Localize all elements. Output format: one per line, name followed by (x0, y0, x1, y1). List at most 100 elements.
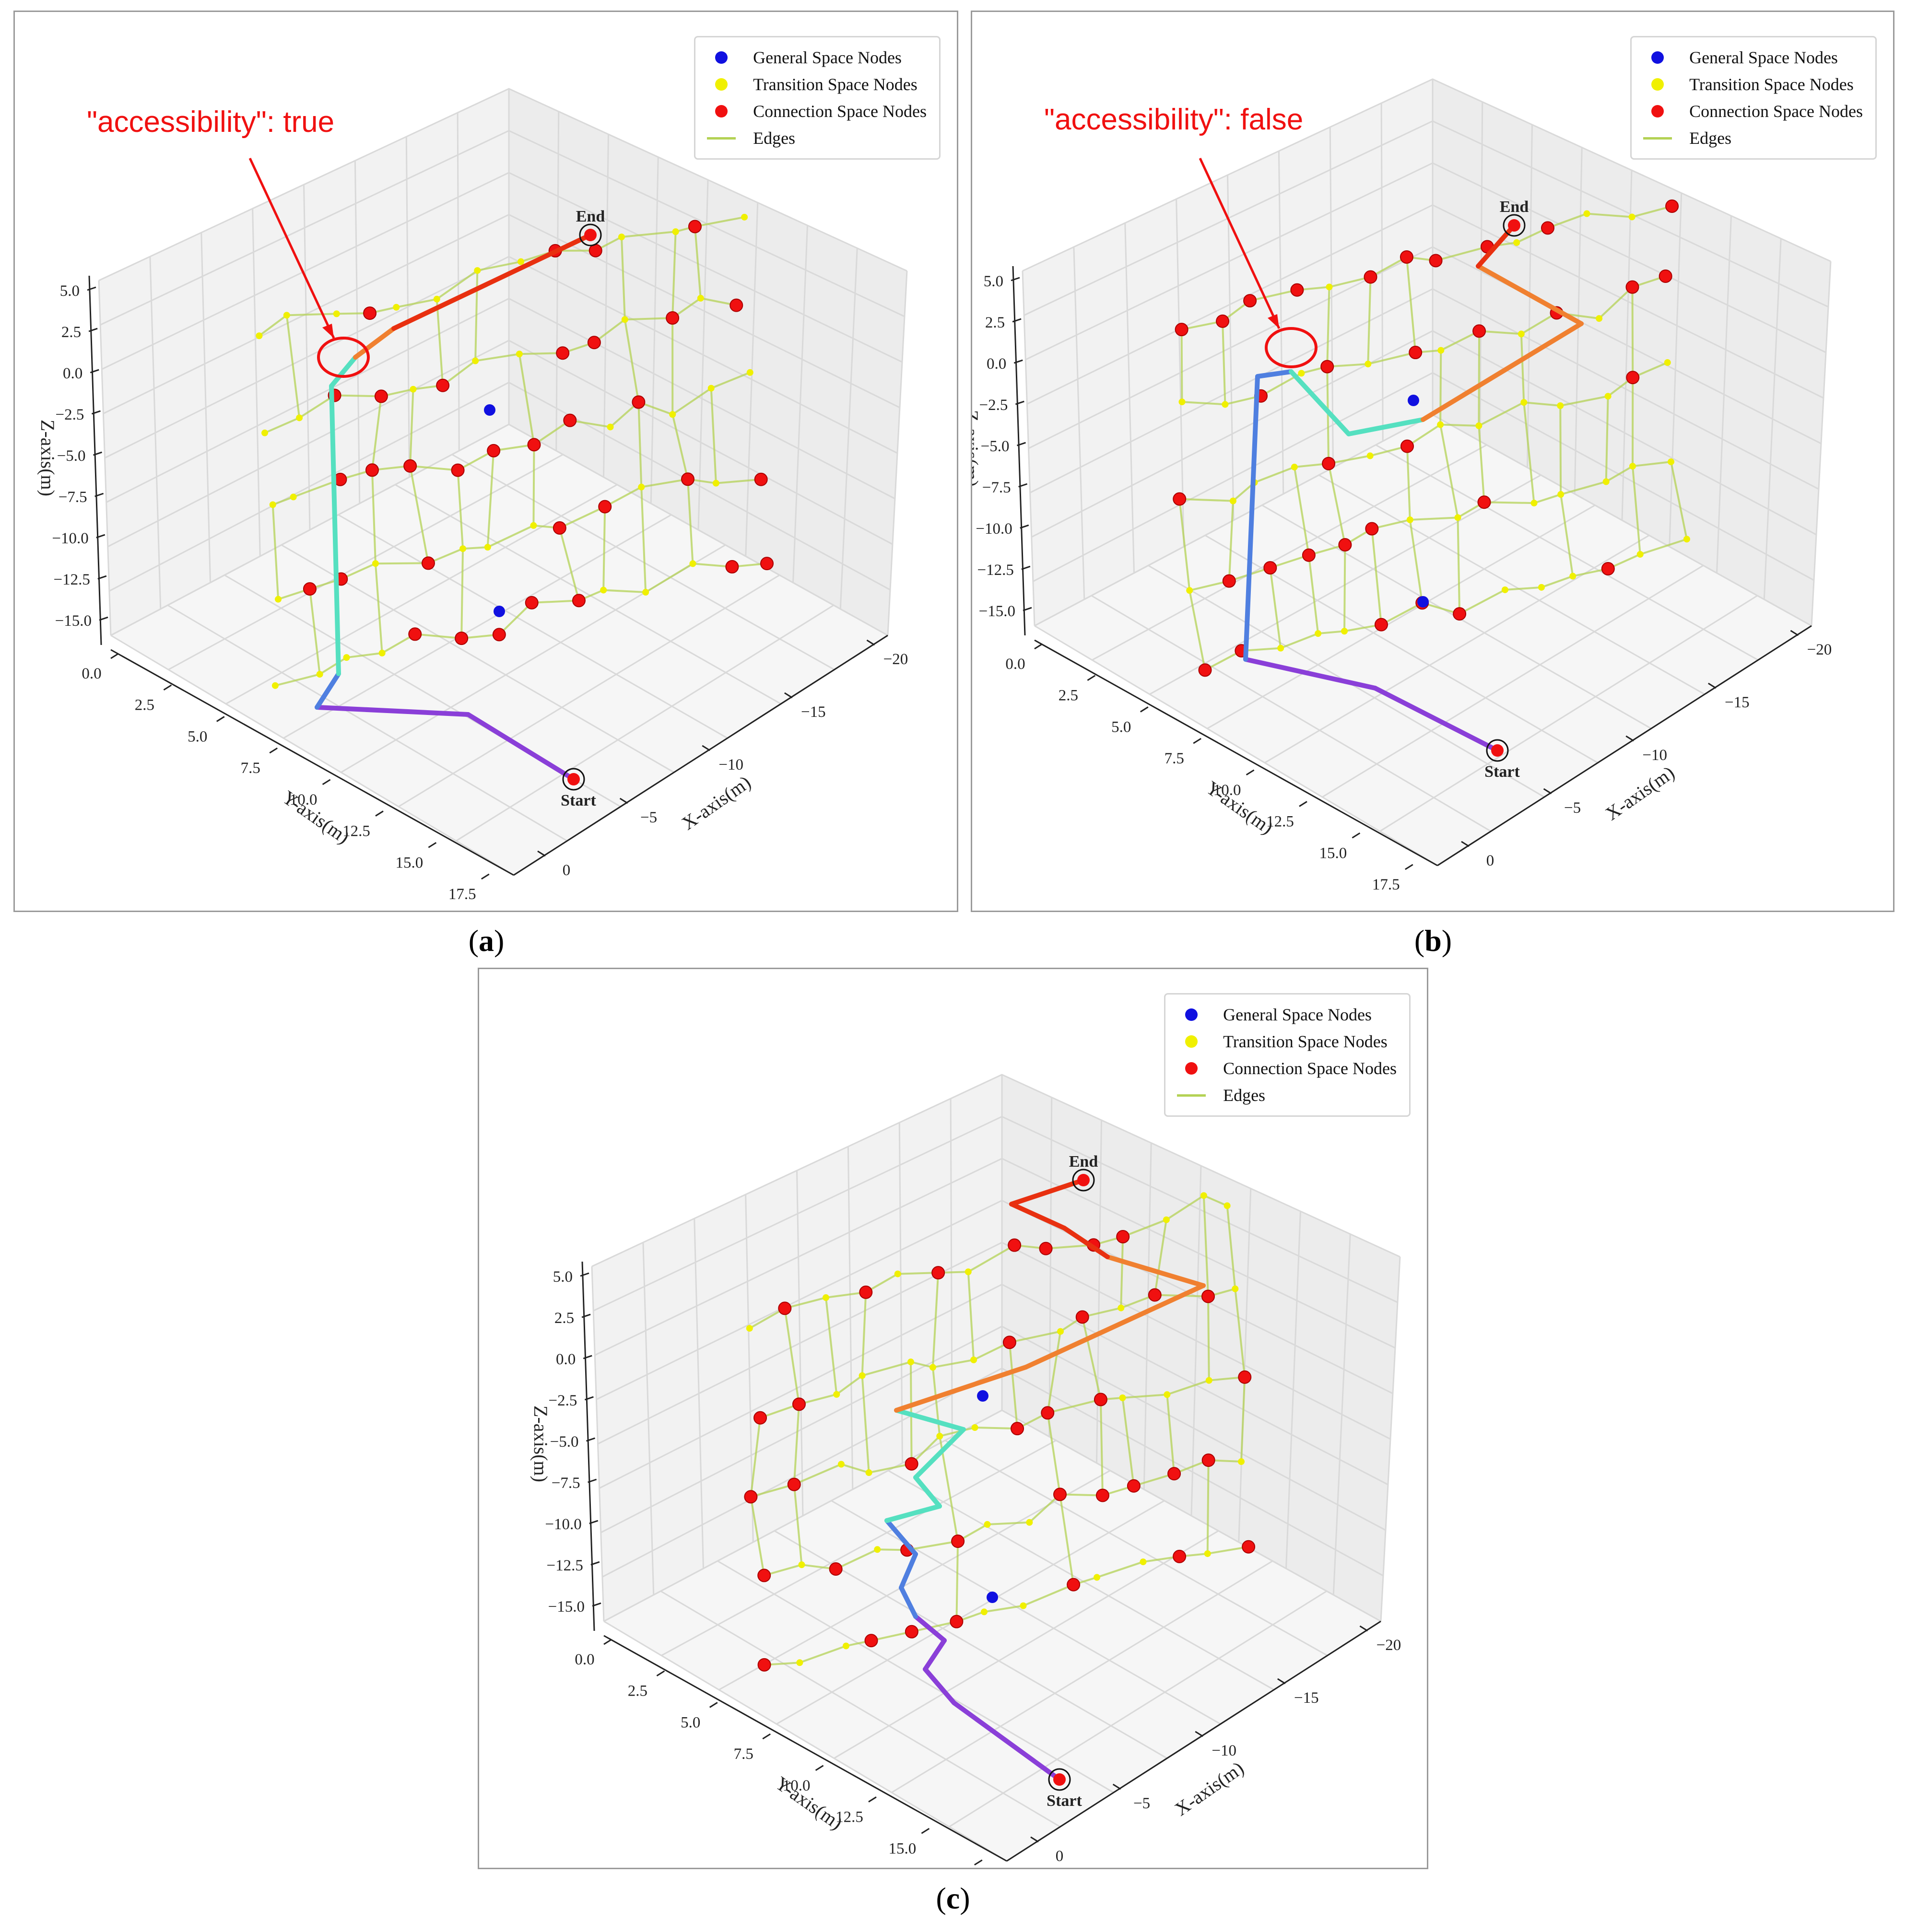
edge (1240, 1377, 1246, 1462)
x-tick-label: −20 (1807, 641, 1832, 658)
z-tick (99, 616, 108, 621)
z-tick (584, 1396, 594, 1401)
transition-node (1326, 283, 1333, 291)
edge (640, 487, 647, 593)
y-tick-label: 7.5 (1165, 750, 1184, 767)
transition-node (971, 1424, 978, 1431)
general-node (977, 1390, 988, 1402)
general-node (1417, 596, 1429, 608)
edge (1632, 461, 1671, 468)
caption-c: (c) (936, 1881, 970, 1915)
grid-line (661, 1440, 1057, 1656)
transition-node (865, 1469, 872, 1476)
edge (602, 506, 606, 590)
y-tick (1246, 769, 1255, 776)
x-axis-line (513, 634, 888, 876)
y-tick-label: 7.5 (734, 1745, 753, 1763)
x-tick (866, 639, 875, 646)
edge (967, 1244, 1015, 1273)
transition-node (1604, 393, 1612, 400)
edge (750, 1417, 762, 1497)
transition-node (378, 649, 386, 656)
z-tick-label: 0.0 (987, 355, 1006, 373)
y-tick (921, 1828, 930, 1834)
transition-node (618, 234, 625, 241)
edge (1459, 589, 1506, 615)
edge (1207, 1296, 1210, 1381)
y-tick-label: 5.0 (188, 728, 207, 745)
transition-node (1229, 497, 1236, 504)
path-segment (1243, 657, 1377, 691)
z-tick (1023, 607, 1032, 611)
connection-node (1665, 199, 1679, 213)
path-segment (1421, 321, 1584, 422)
edge (1541, 575, 1573, 588)
caption-a: (a) (468, 924, 505, 958)
z-tick-label: −12.5 (547, 1557, 583, 1574)
edge (1207, 1546, 1249, 1555)
grid-line (1031, 330, 1817, 538)
transition-node (1475, 422, 1482, 429)
transition-node (1636, 550, 1644, 558)
transition-node (712, 480, 719, 487)
z-tick (592, 1602, 601, 1607)
grid-line (110, 634, 514, 876)
x-tick (784, 692, 793, 699)
grid-line (1322, 565, 1704, 798)
edge (1099, 1399, 1104, 1496)
transition-node (1501, 586, 1508, 593)
transition-node (1205, 1377, 1212, 1384)
connection-node (492, 628, 506, 642)
legend-b: General Space Nodes Transition Space Nod… (1630, 36, 1877, 160)
path-segment (913, 1614, 947, 1643)
edge (1203, 1194, 1228, 1207)
edge (285, 315, 301, 418)
edge (346, 652, 382, 659)
edge (750, 1497, 765, 1576)
y-tick (603, 1639, 612, 1645)
y-tick (1405, 864, 1413, 870)
grid-line (1318, 474, 1705, 695)
legend-item-general: General Space Nodes (1177, 1001, 1397, 1028)
edge (1670, 461, 1688, 539)
y-tick-label: 10.0 (1213, 782, 1241, 799)
edge (1166, 1394, 1176, 1474)
edge (1326, 366, 1330, 464)
z-tick-label: −2.5 (549, 1392, 577, 1409)
path-segment (884, 1518, 918, 1557)
edge (1133, 1473, 1175, 1487)
transition-node (1164, 1391, 1171, 1398)
connection-node (931, 1266, 945, 1280)
edge (1547, 212, 1588, 229)
edge (1096, 1561, 1144, 1579)
edge (532, 445, 535, 526)
y-tick-label: 15.0 (396, 854, 424, 871)
connection-node (1242, 1540, 1256, 1554)
start-label: Start (1047, 1792, 1082, 1810)
path-segment (1255, 369, 1294, 379)
edge (1222, 321, 1226, 405)
transition-node (642, 589, 649, 596)
edge (1605, 465, 1634, 483)
path-segment (1009, 1178, 1086, 1206)
edge (603, 589, 646, 594)
edge (1181, 320, 1223, 331)
end-node (1077, 1174, 1090, 1186)
edge (498, 602, 533, 635)
z-tick (87, 286, 96, 291)
edge (1435, 246, 1488, 262)
path-segment (1373, 686, 1500, 753)
y-tick-label: 0.0 (1005, 656, 1025, 673)
transition-node (1518, 330, 1525, 338)
y-tick (762, 1733, 771, 1740)
legend-item-edges: Edges (707, 125, 927, 152)
transition-node (837, 1461, 845, 1468)
grid-line (1024, 120, 1829, 316)
z-tick-label: 2.5 (554, 1310, 574, 1327)
caption-b: (b) (1414, 924, 1452, 958)
x-tick-label: 0 (1056, 1848, 1064, 1865)
connection-node (1243, 294, 1257, 308)
x-tick-label: 0 (1486, 852, 1494, 869)
end-marker (1072, 1169, 1095, 1192)
x-tick-label: −10 (1642, 747, 1667, 764)
